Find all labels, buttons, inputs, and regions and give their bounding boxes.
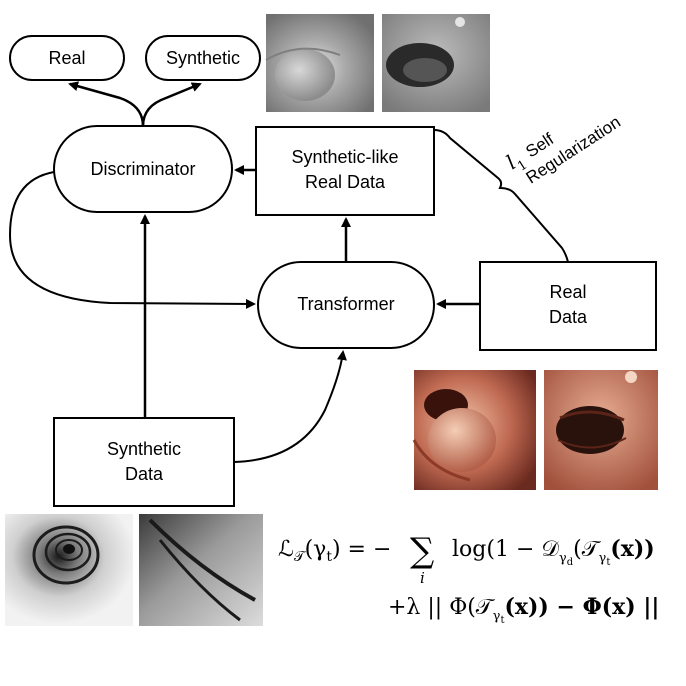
synthetic-like-real-data-node: Synthetic-like Real Data: [255, 126, 435, 216]
eq-t-sub-sub: t: [606, 557, 610, 568]
edge-discriminator-to-real: [68, 81, 145, 127]
eq-t-open: (𝒯: [573, 537, 602, 562]
eq-sum: ∑: [410, 531, 434, 571]
eq-d-sub-sub: d: [567, 557, 574, 568]
real-output-label: Real: [48, 48, 85, 68]
synthetic-data-node: Synthetic Data: [53, 417, 235, 507]
eq-lhs-arg: (γ: [305, 537, 327, 562]
eq-x-part: (x)): [610, 536, 654, 562]
discriminator-label: Discriminator: [90, 159, 195, 179]
eq-lhs-close: ): [332, 537, 341, 562]
eq-equals-minus: = −: [341, 537, 392, 562]
synthetic-like-label-line1: Synthetic-like: [291, 147, 398, 167]
eq-lhs-sub: 𝒯: [294, 549, 307, 565]
synthetic-image-fold: [139, 514, 263, 626]
real-data-label-line1: Real: [549, 282, 586, 302]
synthetic-like-image-polyp: [265, 14, 374, 112]
equation-line2: +λ || Φ(𝒯γt(x)) − Φ(x) ||: [388, 594, 659, 626]
real-output-node: Real: [9, 35, 125, 81]
loss-equation: ℒ𝒯(γt) = − ∑ i log(1 − 𝒟γd(𝒯γt(x)) +λ ||…: [278, 531, 659, 626]
l1-regularization-label: l 1 Self Regularization: [502, 112, 624, 187]
real-data-label-line2: Data: [549, 307, 588, 327]
transformer-node: Transformer: [257, 261, 435, 349]
synthetic-data-label-line2: Data: [125, 464, 164, 484]
eq-d-sub: γ: [559, 551, 567, 566]
synthetic-data-label-line1: Synthetic: [107, 439, 181, 459]
synthetic-image-tunnel: [5, 514, 133, 626]
edge-synthetic-data-to-transformer: [233, 350, 347, 463]
transformer-label: Transformer: [297, 294, 394, 314]
discriminator-node: Discriminator: [53, 125, 233, 213]
real-image-polyp: [412, 370, 536, 490]
real-data-node: Real Data: [479, 261, 657, 351]
synthetic-output-label: Synthetic: [166, 48, 240, 68]
equation-line1: ℒ𝒯(γt) = −: [278, 537, 391, 565]
real-image-lumen: [544, 370, 658, 490]
eq-lhs-arg-sub: t: [326, 549, 332, 565]
edge-discriminator-to-synthetic: [141, 82, 202, 127]
eq-sum-index: i: [420, 569, 425, 587]
eq2-t-sub-sub: t: [500, 615, 504, 626]
synthetic-output-node: Synthetic: [145, 35, 261, 81]
eq2-lambda: +λ || Φ(𝒯: [388, 595, 496, 620]
synthetic-like-label-line2: Real Data: [305, 172, 386, 192]
edge-discriminator-feedback-to-transformer: [8, 171, 256, 309]
eq-t-sub: γ: [599, 551, 607, 566]
equation-line1-rest: log(1 − 𝒟γd(𝒯γt(x)): [452, 536, 655, 568]
eq-log-part: log(1 − 𝒟: [452, 537, 559, 562]
l1-regularization-bracket: [433, 129, 569, 263]
eq2-x-part: (x)) − Φ(x) ||: [504, 594, 659, 620]
eq2-t-sub: γ: [493, 609, 501, 624]
synthetic-like-image-lumen: [382, 14, 490, 112]
eq-lhs: ℒ: [278, 537, 294, 562]
